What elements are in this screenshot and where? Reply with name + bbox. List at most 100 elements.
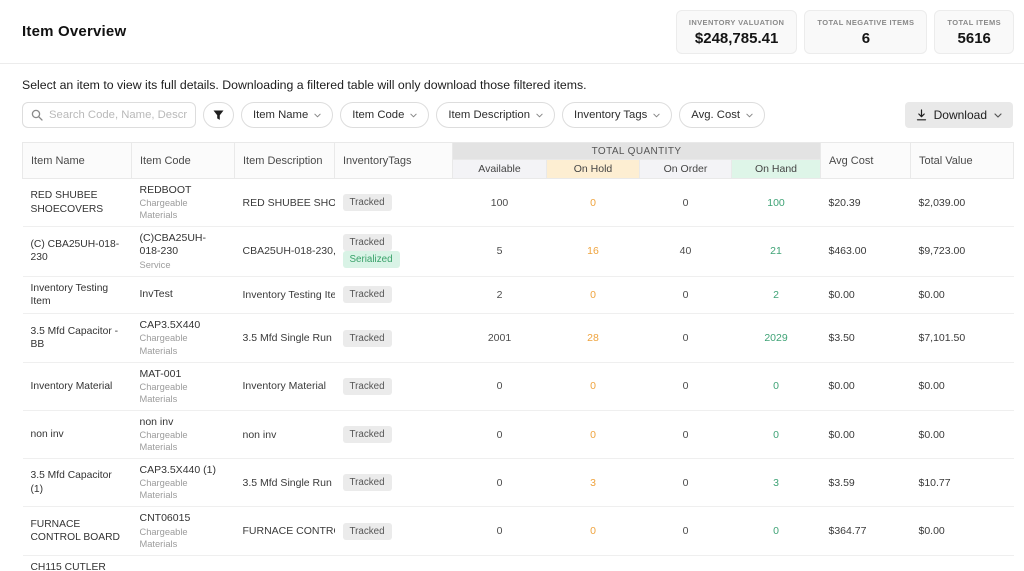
column-header-inventory-tags[interactable]: InventoryTags (334, 142, 453, 179)
column-header-total-value[interactable]: Total Value (910, 142, 1014, 179)
tag-badge-serialized: Serialized (342, 251, 400, 269)
item-name-cell: 3.5 Mfd Capacitor (1) (22, 458, 132, 508)
table-row[interactable]: 3.5 Mfd Capacitor (1) CAP3.5X440 (1) Cha… (22, 458, 1014, 508)
on-order-cell: 0 (639, 410, 732, 460)
chevron-down-icon (746, 113, 753, 118)
stat-label: TOTAL ITEMS (947, 17, 1001, 27)
filter-pill-item-name[interactable]: Item Name (241, 102, 334, 128)
column-header-on-hand[interactable]: On Hand (731, 159, 821, 179)
available-cell: 100 (452, 178, 547, 228)
column-header-on-hold[interactable]: On Hold (546, 159, 640, 179)
item-code: CNT06015 (139, 512, 191, 525)
table-row[interactable]: 3.5 Mfd Capacitor -BB CAP3.5X440 Chargea… (22, 313, 1014, 363)
stat-card-inventory-valuation: INVENTORY VALUATION $248,785.41 (675, 9, 798, 54)
download-button[interactable]: Download (904, 102, 1013, 128)
stat-card-total-items: TOTAL ITEMS 5616 (934, 9, 1014, 54)
tag-badge-tracked: Tracked (342, 234, 392, 252)
tag-badge-tracked: Tracked (342, 474, 392, 492)
tags-cell: Tracked (334, 555, 453, 571)
table-row[interactable]: non inv non inv Chargeable Materials non… (22, 410, 1014, 460)
filter-pill-label: Item Name (253, 109, 309, 121)
item-code-category: Chargeable Materials (139, 381, 188, 404)
on-order-cell: 0 (639, 313, 732, 363)
item-code: CH151P (140, 569, 227, 571)
avg-cost-cell: $463.00 (820, 226, 911, 277)
item-description-cell: CH115 CUTLER HAMME... (234, 555, 335, 571)
on-hold-cell: 17 (546, 555, 640, 571)
item-code-category: Chargeable Materials (139, 333, 188, 356)
filter-pill-label: Avg. Cost (691, 109, 741, 121)
tags-cell: TrackedSerialized (334, 226, 453, 277)
tags-cell: Tracked (334, 362, 453, 411)
item-code: (C)CBA25UH-018-230 (139, 232, 207, 258)
column-header-item-code[interactable]: Item Code (131, 142, 235, 179)
column-header-avg-cost[interactable]: Avg Cost (820, 142, 911, 179)
on-hold-cell: 0 (546, 506, 640, 556)
total-value-cell: $7,101.50 (910, 313, 1014, 363)
column-header-item-description[interactable]: Item Description (234, 142, 335, 179)
filter-pill-inventory-tags[interactable]: Inventory Tags (562, 102, 673, 128)
on-hand-cell: 0 (731, 506, 821, 556)
total-value-cell: $743.40 (910, 555, 1014, 571)
avg-cost-cell: $3.50 (820, 313, 911, 363)
table-row[interactable]: Inventory Material MAT-001 Chargeable Ma… (22, 362, 1014, 411)
stat-value: 5616 (957, 29, 991, 47)
table-row[interactable]: FURNACE CONTROL BOARD CNT06015 Chargeabl… (22, 506, 1014, 556)
avg-cost-cell: $0.00 (820, 410, 911, 460)
page-description: Select an item to view its full details.… (22, 78, 587, 92)
table-row[interactable]: Inventory Testing Item InvTest Inventory… (22, 276, 1014, 315)
stats-row: INVENTORY VALUATION $248,785.41 TOTAL NE… (675, 9, 1014, 54)
stat-value: $248,785.41 (694, 29, 779, 47)
column-header-item-name[interactable]: Item Name (22, 142, 132, 179)
filter-pill-avg-cost[interactable]: Avg. Cost (679, 102, 766, 128)
chevron-down-icon (653, 113, 660, 118)
tag-badge-tracked: Tracked (342, 426, 392, 444)
item-name-cell: CH115 CUTLER HAMMER CH SINGLE POLE 15 AM… (22, 555, 132, 571)
avg-cost-cell: $0.00 (820, 276, 911, 315)
on-hold-cell: 0 (546, 362, 640, 411)
item-code-category: Chargeable Materials (139, 198, 188, 221)
table-row[interactable]: (C) CBA25UH-018-230 (C)CBA25UH-018-230 S… (22, 226, 1014, 277)
item-name-cell: FURNACE CONTROL BOARD (22, 506, 132, 556)
table-row[interactable]: RED SHUBEE SHOECOVERS REDBOOT Chargeable… (22, 178, 1014, 228)
filter-pill-item-description[interactable]: Item Description (436, 102, 555, 128)
on-order-cell: 0 (639, 276, 732, 315)
items-grid: Item Name Item Code Item Description Inv… (22, 142, 1014, 571)
item-code-category: Chargeable Materials (139, 430, 188, 453)
on-order-cell: 0 (639, 178, 732, 228)
item-code: MAT-001 (139, 367, 182, 380)
column-header-on-order[interactable]: On Order (639, 159, 732, 179)
tags-cell: Tracked (334, 410, 453, 460)
chevron-down-icon (410, 113, 418, 118)
on-hand-cell: 0 (731, 410, 821, 460)
available-cell: 2001 (452, 313, 547, 363)
item-description-cell: RED SHUBEE SHOECOV... (234, 178, 335, 228)
item-name-cell: Inventory Material (22, 362, 132, 411)
tags-cell: Tracked (334, 506, 453, 556)
on-hand-cell: 2029 (731, 313, 821, 363)
filter-pill-item-code[interactable]: Item Code (340, 102, 430, 128)
filter-pill-label: Item Description (448, 109, 530, 121)
item-description-cell: 3.5 Mfd Single Run Capac... (234, 313, 335, 363)
item-code-category: Chargeable Materials (139, 478, 188, 501)
available-cell: 0 (452, 506, 547, 556)
item-code-cell: CAP3.5X440 Chargeable Materials (131, 313, 235, 363)
tags-cell: Tracked (334, 458, 453, 508)
on-hand-cell: 2 (731, 276, 821, 315)
available-cell: 0 (452, 458, 547, 508)
available-cell: 2 (452, 276, 547, 315)
on-hold-cell: 0 (546, 410, 640, 460)
total-value-cell: $0.00 (910, 410, 1014, 460)
table-row[interactable]: CH115 CUTLER HAMMER CH SINGLE POLE 15 AM… (22, 555, 1014, 571)
item-code-cell: (C)CBA25UH-018-230 Service (131, 226, 235, 277)
column-header-available[interactable]: Available (452, 159, 547, 179)
tags-cell: Tracked (334, 178, 453, 228)
search-input[interactable] (49, 109, 187, 121)
item-description-cell: Inventory Material (234, 362, 335, 411)
item-code-category: Service (139, 259, 171, 270)
page-title: Item Overview (22, 23, 127, 40)
search-box (22, 102, 196, 128)
filter-funnel-button[interactable] (203, 102, 234, 128)
item-code-cell: MAT-001 Chargeable Materials (131, 362, 235, 411)
avg-cost-cell: $2.95 (820, 555, 911, 571)
